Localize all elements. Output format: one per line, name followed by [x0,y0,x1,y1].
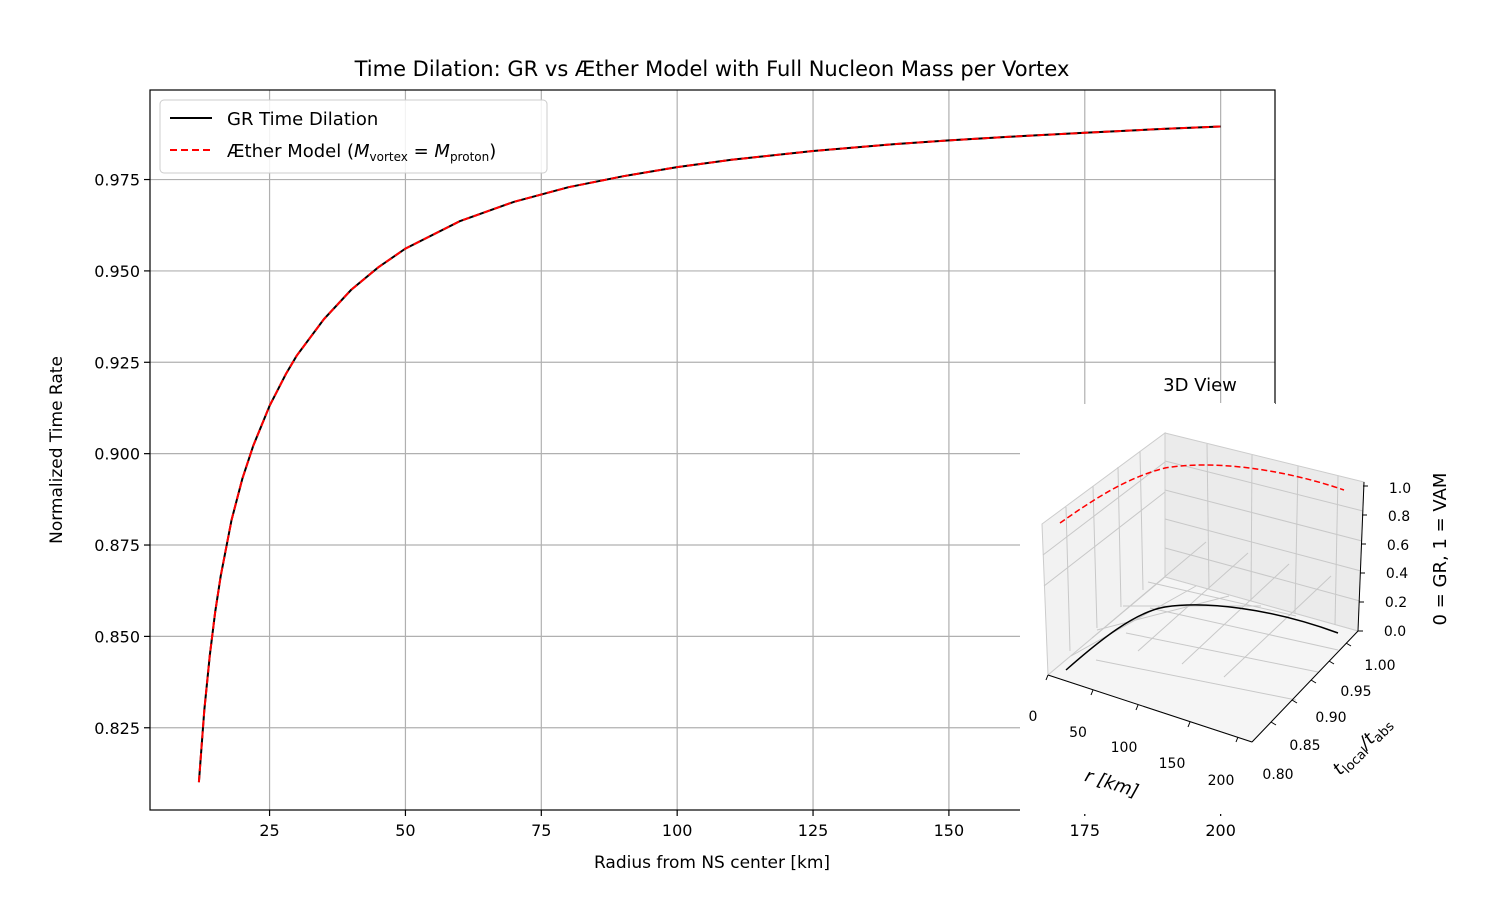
inset-grid-line [1095,659,1297,701]
x-tick-label: 75 [531,821,551,840]
inset-grid-line [1334,475,1339,626]
inset-x-axis-line [1047,674,1253,743]
inset-grid-line [1117,466,1122,608]
inset-x-tick-mark [1135,704,1139,711]
x-tick-label: 25 [259,821,279,840]
inset-y-tick-mark [1291,699,1298,704]
inset-z-tick-label: 1.0 [1389,481,1411,497]
y-axis-label: Normalized Time Rate [47,356,67,544]
inset-grid-line [1137,552,1249,652]
legend-aether-m1: M [354,141,370,162]
inset-grid-line [1147,581,1297,617]
inset-3d-view: 3D View [1020,375,1480,814]
legend-aether-label: Æther Model (Mvortex = Mproton) [227,141,496,164]
inset-grid-line [1294,465,1299,614]
inset-x-tick-mark [1045,674,1049,681]
legend-aether-sub2: proton [450,150,489,164]
inset-x-tick-label: 150 [1159,756,1186,772]
y-tick-label: 0.850 [94,627,140,646]
inset-y-tick-label: 0.80 [1262,767,1293,783]
inset-x-tick-label: 0 [1029,709,1038,725]
inset-grid-line [1223,575,1332,678]
legend-box [159,99,548,174]
inset-y-tick-label: 0.85 [1289,738,1320,754]
inset-grid-line [1096,595,1230,631]
inset-grid-line [1164,518,1362,572]
inset-y-tick-mark [1345,642,1352,647]
inset-y-tick-mark [1270,721,1277,726]
inset-z-axis-line [1357,481,1365,632]
x-tick-label: 175 [1070,821,1101,840]
legend-aether-m2: M [434,141,450,162]
inset-y-tick-mark [1310,679,1317,684]
inset-grid-line [1042,461,1166,556]
inset-y-tick-label: 0.90 [1315,710,1346,726]
aether-series-line [197,125,1221,783]
inset-x-tick-label: 100 [1111,740,1138,756]
y-tick-label: 0.925 [94,353,140,372]
inset-grid-line [1164,489,1363,542]
main-ticks: 25 50 75 100 125 150 175 200 0.825 0.850 0.875 0.90… [94,171,1236,840]
main-series-lines [197,125,1221,783]
legend: GR Time Dilation Æther Model (Mvortex = … [159,99,548,174]
inset-y-tick-label: 0.95 [1340,684,1371,700]
x-tick-label: 150 [934,821,965,840]
main-grid [150,90,1275,810]
inset-tick-marks [1045,485,1368,743]
y-tick-label: 0.950 [94,262,140,281]
inset-z-axis-label: 0 = GR, 1 = VAM [1430,473,1451,626]
inset-grid-line [1043,491,1166,587]
x-tick-label: 100 [662,821,693,840]
legend-aether-suffix: ) [489,141,496,162]
x-axis-label: Radius from NS center [km] [594,853,830,873]
inset-grid-line [1065,506,1071,652]
inset-grid-line [1164,460,1364,512]
inset-z-tick-label: 0.4 [1386,566,1408,582]
inset-y-tick-label: 1.00 [1364,658,1395,674]
inset-grid-line [1091,541,1207,639]
y-tick-label: 0.825 [94,719,140,738]
inset-x-tick-label: 50 [1069,725,1087,741]
x-tick-label: 200 [1205,821,1236,840]
inset-gr-curve [1065,604,1339,671]
legend-aether-sub1: vortex [370,150,408,164]
inset-z-tick-label: 0.6 [1387,538,1409,554]
legend-gr-label: GR Time Dilation [227,109,378,130]
y-tick-label: 0.975 [94,171,140,190]
inset-y-tick-mark [1328,660,1335,665]
inset-z-tick-label: 0.2 [1385,595,1407,611]
inset-y-axis-line [1251,630,1359,743]
inset-x-tick-mark [1187,721,1191,728]
inset-x-tick-mark [1090,689,1094,696]
y-tick-label: 0.875 [94,536,140,555]
inset-z-tick-label: 0.0 [1384,624,1406,640]
inset-grid-line [1250,454,1253,602]
inset-title: 3D View [1163,375,1237,396]
legend-aether-prefix: Æther Model ( [227,141,354,162]
inset-z-tick-label: 0.8 [1388,509,1410,525]
legend-aether-eq: = [408,141,435,162]
inset-grid-line [1181,563,1290,665]
inset-aether-curve [1059,464,1345,524]
inset-grid-line [1125,632,1319,673]
inset-grid-line [1139,450,1144,591]
inset-grid-line [1164,547,1361,602]
y-tick-label: 0.900 [94,445,140,464]
inset-grid-line [1206,443,1210,590]
inset-grid-line [1092,485,1098,629]
inset-x-tick-mark [1235,736,1239,743]
x-tick-label: 50 [395,821,415,840]
inset-grid-line [1149,607,1339,651]
x-tick-label: 125 [798,821,829,840]
inset-pane-grid [1042,443,1364,701]
chart-title: Time Dilation: GR vs Æther Model with Fu… [354,57,1070,81]
inset-x-tick-label: 200 [1208,773,1235,789]
